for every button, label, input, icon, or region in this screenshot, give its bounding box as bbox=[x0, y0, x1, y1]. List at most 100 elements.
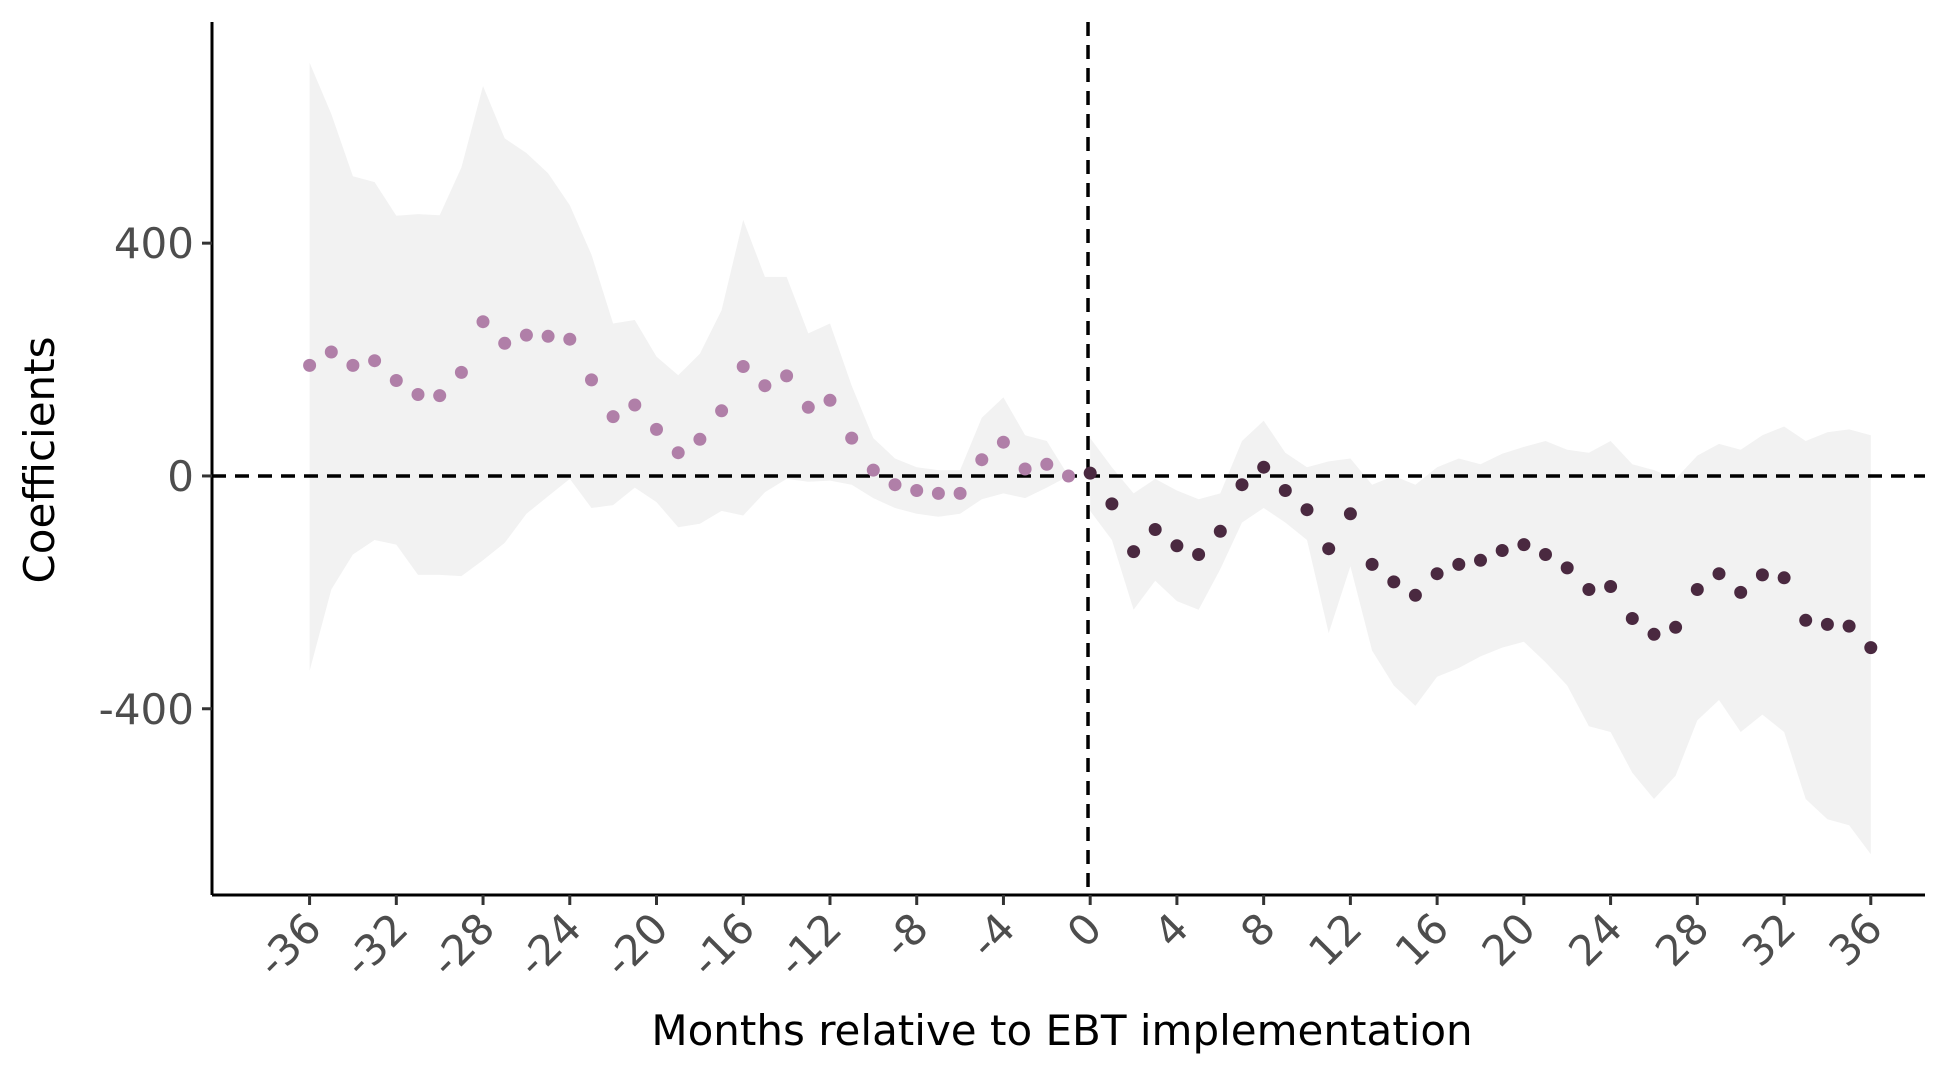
coefficient-point bbox=[866, 463, 880, 477]
coefficient-point bbox=[1820, 617, 1834, 631]
x-tick-label: 20 bbox=[1473, 903, 1545, 975]
y-tick-label: 400 bbox=[114, 219, 194, 268]
x-tick-label: -24 bbox=[508, 903, 591, 986]
coefficient-point bbox=[628, 398, 642, 412]
axes bbox=[202, 22, 1925, 905]
coefficient-point bbox=[671, 446, 685, 460]
coefficient-point bbox=[1799, 613, 1813, 627]
confidence-band-0 bbox=[309, 62, 1069, 671]
coefficient-point bbox=[758, 379, 772, 393]
coefficient-points bbox=[303, 315, 1878, 655]
x-tick-label: -16 bbox=[681, 903, 764, 986]
coefficient-point bbox=[1387, 575, 1401, 589]
coefficient-point bbox=[1864, 641, 1878, 655]
coefficient-point bbox=[1604, 580, 1618, 593]
coefficient-point bbox=[1647, 627, 1661, 641]
coefficient-point bbox=[975, 453, 989, 467]
coefficient-point bbox=[1734, 585, 1748, 599]
coefficient-point bbox=[1170, 539, 1184, 553]
coefficient-point bbox=[1257, 460, 1271, 474]
coefficient-point bbox=[1452, 557, 1466, 571]
coefficient-point bbox=[1062, 469, 1075, 483]
x-tick-label: 8 bbox=[1231, 903, 1285, 957]
coefficient-point bbox=[888, 478, 902, 492]
x-tick-label: 28 bbox=[1646, 903, 1718, 975]
coefficient-point bbox=[1018, 462, 1032, 476]
x-tick-label: -28 bbox=[421, 903, 504, 986]
x-tick-label: 4 bbox=[1144, 903, 1198, 957]
coefficient-point bbox=[780, 369, 794, 383]
coefficient-point bbox=[910, 484, 924, 497]
coefficient-point bbox=[845, 431, 859, 445]
coefficient-point bbox=[1495, 544, 1509, 557]
coefficient-point bbox=[1755, 568, 1769, 582]
coefficient-point bbox=[1842, 619, 1856, 633]
coefficient-point bbox=[823, 393, 837, 407]
x-tick-label: -36 bbox=[248, 903, 331, 986]
coefficient-point bbox=[1300, 503, 1314, 517]
coefficient-point bbox=[1560, 561, 1574, 575]
x-tick-label: 36 bbox=[1819, 903, 1891, 975]
coefficient-point bbox=[389, 374, 403, 387]
coefficient-point bbox=[346, 358, 360, 372]
coefficient-point bbox=[1213, 524, 1227, 538]
coefficient-point bbox=[368, 354, 382, 368]
coefficient-point bbox=[303, 358, 317, 372]
x-tick-label: -8 bbox=[874, 903, 938, 967]
confidence-band-1 bbox=[1090, 420, 1871, 855]
coefficient-point bbox=[1690, 583, 1704, 596]
coefficient-point bbox=[693, 432, 707, 446]
coefficient-point bbox=[1127, 545, 1141, 559]
coefficient-point bbox=[585, 373, 598, 387]
coefficient-point bbox=[996, 435, 1010, 449]
coefficient-point bbox=[1322, 542, 1336, 556]
coefficient-point bbox=[519, 328, 533, 342]
coefficient-point bbox=[1777, 571, 1791, 585]
coefficient-point bbox=[324, 345, 338, 359]
coefficient-point bbox=[476, 315, 490, 329]
coefficient-point bbox=[1517, 538, 1531, 552]
confidence-band-layer bbox=[309, 62, 1871, 855]
coefficient-point bbox=[541, 329, 555, 343]
y-tick-label: -400 bbox=[99, 685, 194, 734]
coefficient-point bbox=[1430, 567, 1444, 581]
coefficient-point bbox=[1105, 497, 1119, 511]
coefficient-point bbox=[1148, 523, 1162, 536]
coefficient-point bbox=[1474, 553, 1487, 567]
coefficient-point bbox=[411, 388, 425, 401]
coefficient-point bbox=[1669, 620, 1683, 634]
coefficient-point bbox=[1083, 466, 1097, 480]
coefficient-point bbox=[1408, 588, 1422, 602]
coefficient-point bbox=[1343, 507, 1357, 521]
coefficient-point bbox=[433, 389, 447, 403]
coefficient-point bbox=[1235, 478, 1249, 492]
x-tick-label: 32 bbox=[1733, 903, 1805, 975]
coefficient-point bbox=[1539, 548, 1552, 561]
coefficient-point bbox=[1365, 557, 1379, 571]
coefficient-point bbox=[1712, 567, 1726, 581]
coefficient-point bbox=[454, 365, 468, 379]
coefficient-point bbox=[931, 486, 945, 500]
x-tick-label: 0 bbox=[1058, 903, 1112, 957]
coefficient-point bbox=[1040, 457, 1054, 471]
coefficient-point bbox=[801, 400, 815, 414]
y-axis-title: Coefficients bbox=[15, 336, 64, 583]
coefficient-point bbox=[498, 336, 512, 350]
x-tick-label: 24 bbox=[1559, 903, 1631, 975]
coefficient-point bbox=[1582, 583, 1596, 596]
coefficient-point bbox=[715, 404, 729, 418]
x-tick-label: 12 bbox=[1299, 903, 1371, 975]
y-tick-label: 0 bbox=[167, 452, 194, 501]
x-tick-label: -4 bbox=[960, 903, 1024, 967]
x-tick-label: 16 bbox=[1386, 903, 1458, 975]
coefficient-point bbox=[650, 422, 663, 436]
coefficient-point bbox=[563, 332, 577, 346]
x-tick-label: -20 bbox=[594, 903, 677, 986]
x-tick-label: -32 bbox=[334, 903, 417, 986]
coefficient-point bbox=[1278, 484, 1292, 497]
coefficient-point bbox=[1625, 612, 1639, 625]
x-tick-label: -12 bbox=[768, 903, 851, 986]
coefficient-point bbox=[1192, 548, 1206, 561]
coefficient-point bbox=[606, 410, 620, 424]
